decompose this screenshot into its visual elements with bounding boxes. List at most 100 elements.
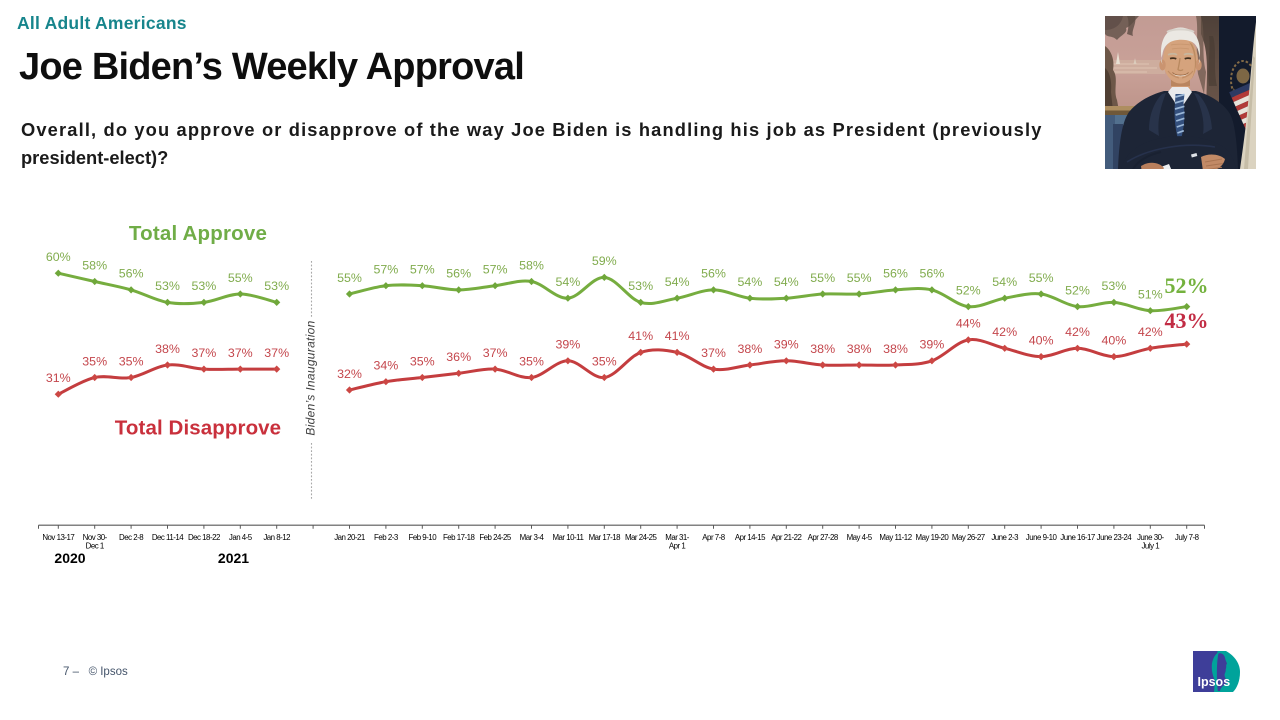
svg-text:37%: 37%: [228, 346, 253, 360]
svg-text:55%: 55%: [810, 271, 835, 285]
svg-text:35%: 35%: [519, 354, 544, 368]
svg-text:Nov 30-: Nov 30-: [83, 533, 108, 542]
svg-text:53%: 53%: [628, 279, 653, 293]
svg-text:Feb 17-18: Feb 17-18: [443, 533, 476, 542]
svg-text:June 30-: June 30-: [1137, 533, 1165, 542]
svg-text:July 7-8: July 7-8: [1175, 533, 1200, 542]
svg-text:41%: 41%: [665, 329, 690, 343]
svg-text:37%: 37%: [701, 346, 726, 360]
svg-text:35%: 35%: [592, 354, 617, 368]
svg-text:Feb 9-10: Feb 9-10: [409, 533, 438, 542]
svg-text:42%: 42%: [1138, 325, 1163, 339]
svg-text:July 1: July 1: [1141, 541, 1159, 550]
svg-text:31%: 31%: [46, 371, 71, 385]
svg-text:Apr 14-15: Apr 14-15: [735, 533, 766, 542]
svg-text:Feb 24-25: Feb 24-25: [479, 533, 512, 542]
svg-text:54%: 54%: [992, 275, 1017, 289]
svg-text:Biden’s Inauguration: Biden’s Inauguration: [304, 320, 318, 435]
svg-text:43%: 43%: [1165, 308, 1209, 333]
svg-text:38%: 38%: [883, 342, 908, 356]
svg-text:56%: 56%: [446, 267, 471, 281]
svg-text:54%: 54%: [555, 275, 580, 289]
svg-text:53%: 53%: [191, 279, 216, 293]
svg-text:56%: 56%: [883, 267, 908, 281]
svg-text:Apr 1: Apr 1: [669, 541, 685, 550]
svg-text:Total Disapprove: Total Disapprove: [115, 417, 281, 440]
svg-text:53%: 53%: [264, 279, 289, 293]
svg-text:58%: 58%: [82, 258, 107, 272]
svg-text:52%: 52%: [1165, 273, 1209, 298]
svg-text:June 16-17: June 16-17: [1060, 533, 1095, 542]
svg-text:38%: 38%: [155, 342, 180, 356]
svg-text:Feb 2-3: Feb 2-3: [374, 533, 399, 542]
svg-text:56%: 56%: [919, 267, 944, 281]
svg-text:Mar 10-11: Mar 10-11: [552, 533, 583, 542]
svg-text:56%: 56%: [119, 267, 144, 281]
svg-text:41%: 41%: [628, 329, 653, 343]
svg-text:Mar 24-25: Mar 24-25: [625, 533, 658, 542]
svg-text:Apr 27-28: Apr 27-28: [808, 533, 839, 542]
svg-text:Apr 21-22: Apr 21-22: [771, 533, 801, 542]
svg-text:Ipsos: Ipsos: [1198, 675, 1231, 689]
svg-text:Jan 20-21: Jan 20-21: [334, 533, 365, 542]
svg-text:2020: 2020: [54, 550, 85, 566]
svg-text:Apr 7-8: Apr 7-8: [702, 533, 725, 542]
svg-text:May 4-5: May 4-5: [847, 533, 873, 542]
svg-text:37%: 37%: [483, 346, 508, 360]
svg-text:Mar 31-: Mar 31-: [665, 533, 690, 542]
svg-text:Total Approve: Total Approve: [129, 222, 267, 245]
svg-text:32%: 32%: [337, 367, 362, 381]
svg-text:Dec 11-14: Dec 11-14: [152, 533, 184, 542]
svg-text:35%: 35%: [410, 354, 435, 368]
svg-text:52%: 52%: [956, 283, 981, 297]
svg-text:54%: 54%: [774, 275, 799, 289]
svg-text:May 11-12: May 11-12: [879, 533, 911, 542]
svg-text:52%: 52%: [1065, 283, 1090, 297]
svg-text:53%: 53%: [155, 279, 180, 293]
svg-text:Dec 18-22: Dec 18-22: [188, 533, 220, 542]
svg-text:June 9-10: June 9-10: [1026, 533, 1058, 542]
svg-text:40%: 40%: [1029, 333, 1054, 347]
svg-text:54%: 54%: [737, 275, 762, 289]
svg-text:June 23-24: June 23-24: [1097, 533, 1133, 542]
svg-text:June 2-3: June 2-3: [991, 533, 1019, 542]
svg-text:44%: 44%: [956, 317, 981, 331]
svg-text:Dec 1: Dec 1: [86, 541, 104, 550]
svg-text:59%: 59%: [592, 254, 617, 268]
svg-text:Jan 4-5: Jan 4-5: [229, 533, 253, 542]
svg-text:51%: 51%: [1138, 288, 1163, 302]
svg-text:60%: 60%: [46, 250, 71, 264]
svg-text:Nov 13-17: Nov 13-17: [42, 533, 74, 542]
svg-text:53%: 53%: [1101, 279, 1126, 293]
svg-text:58%: 58%: [519, 258, 544, 272]
svg-text:57%: 57%: [373, 263, 398, 277]
svg-text:35%: 35%: [82, 354, 107, 368]
svg-text:55%: 55%: [847, 271, 872, 285]
svg-text:57%: 57%: [410, 263, 435, 277]
svg-text:57%: 57%: [483, 263, 508, 277]
svg-text:55%: 55%: [1029, 271, 1054, 285]
svg-text:39%: 39%: [919, 338, 944, 352]
svg-text:38%: 38%: [847, 342, 872, 356]
svg-text:39%: 39%: [774, 338, 799, 352]
svg-text:May 26-27: May 26-27: [952, 533, 985, 542]
svg-text:37%: 37%: [264, 346, 289, 360]
svg-text:Jan 8-12: Jan 8-12: [263, 533, 290, 542]
svg-text:40%: 40%: [1101, 333, 1126, 347]
svg-text:37%: 37%: [191, 346, 216, 360]
svg-text:36%: 36%: [446, 350, 471, 364]
svg-text:34%: 34%: [373, 359, 398, 373]
svg-text:2021: 2021: [218, 550, 249, 566]
svg-text:42%: 42%: [1065, 325, 1090, 339]
svg-text:55%: 55%: [337, 271, 362, 285]
svg-text:Mar 3-4: Mar 3-4: [520, 533, 545, 542]
svg-text:35%: 35%: [119, 354, 144, 368]
svg-text:Dec 2-8: Dec 2-8: [119, 533, 144, 542]
svg-text:54%: 54%: [665, 275, 690, 289]
svg-text:42%: 42%: [992, 325, 1017, 339]
svg-text:38%: 38%: [810, 342, 835, 356]
svg-text:38%: 38%: [737, 342, 762, 356]
svg-text:39%: 39%: [555, 338, 580, 352]
svg-text:May 19-20: May 19-20: [916, 533, 950, 542]
svg-text:55%: 55%: [228, 271, 253, 285]
